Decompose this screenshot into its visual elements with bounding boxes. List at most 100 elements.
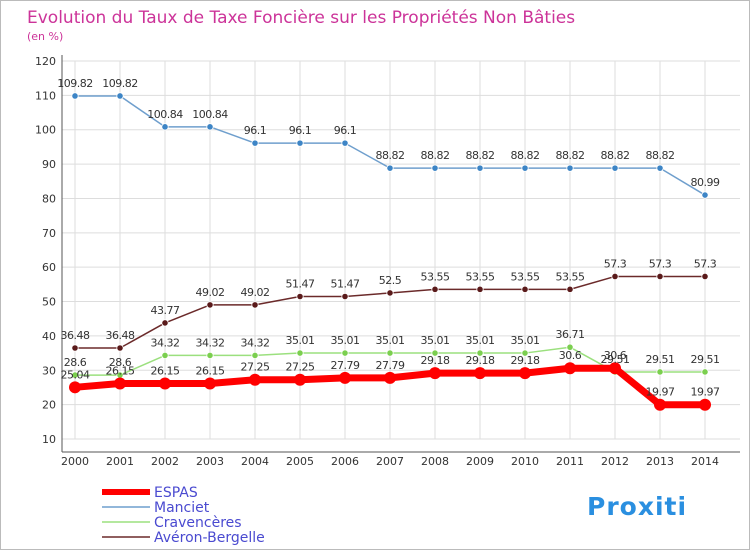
- data-label: 57.3: [604, 257, 627, 270]
- y-tick-labels: 10 20 30 40 50 60 70 80 90 100 110 120: [35, 55, 56, 446]
- y-tick-label: 110: [35, 89, 56, 102]
- data-point: [656, 164, 664, 172]
- data-point: [701, 272, 709, 281]
- data-label: 88.82: [646, 149, 675, 162]
- data-label: 88.82: [601, 149, 630, 162]
- x-tick-label: 2003: [196, 455, 224, 468]
- data-point: [519, 367, 531, 380]
- data-point: [71, 92, 79, 100]
- x-tick-label: 2014: [691, 455, 719, 468]
- axes: [61, 55, 740, 453]
- x-tick-label: 2007: [376, 455, 404, 468]
- legend-label: ESPAS: [154, 485, 198, 501]
- data-label: 53.55: [556, 270, 585, 283]
- data-label: 51.47: [331, 277, 360, 290]
- y-tick-label: 90: [42, 158, 56, 171]
- data-label: 52.5: [379, 274, 402, 287]
- data-point: [521, 164, 529, 172]
- x-tick-label: 2008: [421, 455, 449, 468]
- data-point: [249, 373, 261, 386]
- x-tick-label: 2002: [151, 455, 179, 468]
- data-point: [206, 123, 214, 131]
- data-label: 29.51: [646, 353, 675, 366]
- data-label: 27.79: [376, 359, 405, 372]
- data-label: 30.6: [559, 349, 582, 362]
- data-label: 27.25: [286, 361, 315, 374]
- data-point: [296, 139, 304, 147]
- data-label: 29.51: [691, 353, 720, 366]
- data-point: [206, 301, 214, 309]
- x-tick-label: 2005: [286, 455, 314, 468]
- y-tick-label: 30: [42, 364, 56, 377]
- data-point: [161, 123, 169, 131]
- data-point: [116, 344, 124, 352]
- data-point: [609, 362, 621, 375]
- x-tick-label: 2013: [646, 455, 674, 468]
- data-point: [431, 164, 439, 172]
- data-label: 53.55: [466, 270, 495, 283]
- data-label: 27.79: [331, 359, 360, 372]
- data-label: 19.97: [691, 386, 720, 399]
- data-point: [476, 285, 484, 293]
- data-label: 49.02: [241, 286, 270, 299]
- data-point: [386, 164, 394, 172]
- data-point: [71, 371, 79, 379]
- data-point: [611, 164, 619, 172]
- data-label: 51.47: [286, 277, 315, 290]
- x-tick-label: 2010: [511, 455, 539, 468]
- data-label: 100.84: [192, 108, 228, 121]
- y-tick-label: 50: [42, 296, 56, 309]
- data-point: [566, 164, 574, 172]
- data-label: 27.25: [241, 361, 270, 374]
- data-point: [654, 398, 666, 411]
- data-point: [386, 349, 394, 357]
- data-point: [384, 371, 396, 384]
- data-label: 88.82: [466, 149, 495, 162]
- data-label: 35.01: [466, 334, 495, 347]
- data-label: 35.01: [421, 334, 450, 347]
- data-point: [341, 292, 349, 301]
- data-label: 34.32: [151, 336, 180, 349]
- data-point: [474, 367, 486, 380]
- x-tick-label: 2009: [466, 455, 494, 468]
- data-point: [71, 344, 79, 352]
- proxiti-logo: Proxiti: [587, 492, 687, 521]
- y-tick-label: 120: [35, 55, 56, 68]
- data-label: 28.6: [109, 356, 132, 369]
- data-point: [431, 349, 439, 357]
- data-label: 57.3: [649, 257, 672, 270]
- data-label: 80.99: [691, 176, 720, 189]
- data-label: 30.6: [604, 349, 627, 362]
- data-label: 109.82: [102, 77, 138, 90]
- data-label: 53.55: [511, 270, 540, 283]
- data-label: 29.51: [601, 353, 630, 366]
- data-label: 88.82: [376, 149, 405, 162]
- data-point: [564, 362, 576, 375]
- data-label: 25.04: [61, 368, 90, 381]
- data-point: [296, 349, 304, 357]
- chart-subtitle: (en %): [27, 30, 63, 43]
- data-label: 29.18: [466, 354, 495, 367]
- logo-text: Proxiti: [587, 492, 687, 521]
- y-tick-label: 80: [42, 192, 56, 205]
- data-label: 35.01: [331, 334, 360, 347]
- data-label: 34.32: [196, 336, 225, 349]
- data-point: [521, 349, 529, 357]
- legend-label: Avéron-Bergelle: [154, 530, 265, 546]
- y-tick-label: 70: [42, 227, 56, 240]
- data-label: 29.18: [421, 354, 450, 367]
- data-point: [161, 319, 169, 327]
- data-point: [116, 92, 124, 100]
- data-point: [204, 377, 216, 390]
- data-point: [566, 343, 574, 351]
- data-point: [206, 351, 214, 360]
- data-point: [114, 377, 126, 390]
- data-point: [296, 292, 304, 301]
- y-tick-label: 100: [35, 124, 56, 137]
- data-label: 96.1: [289, 124, 312, 137]
- data-point: [251, 351, 259, 360]
- data-point: [521, 285, 529, 293]
- data-point: [431, 285, 439, 293]
